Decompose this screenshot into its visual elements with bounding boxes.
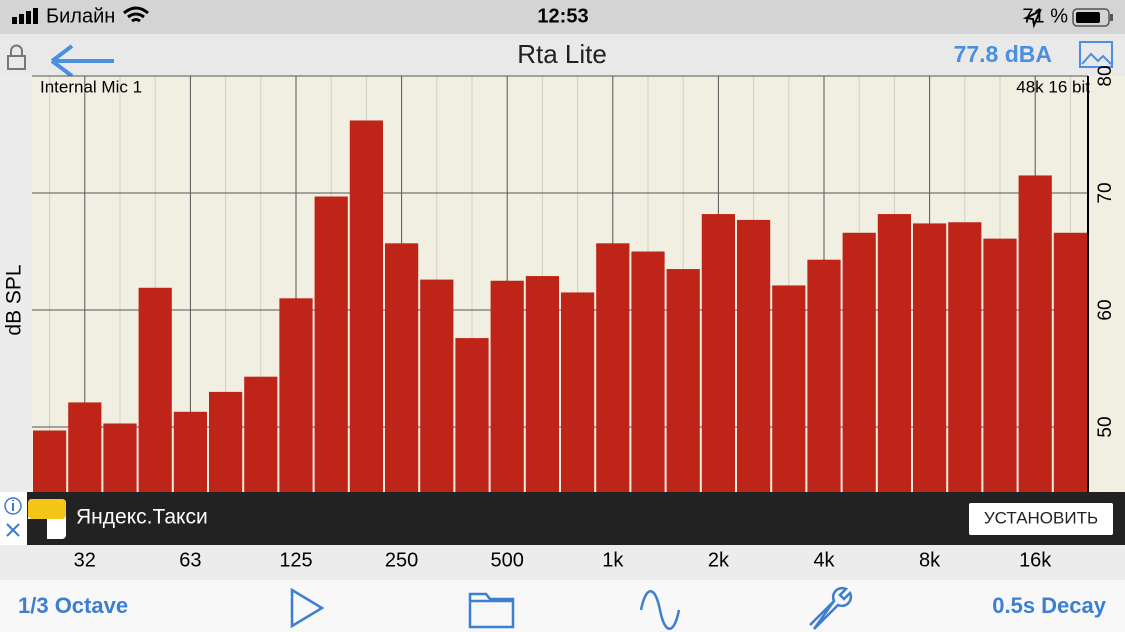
x-tick-label: 4k [813, 549, 835, 571]
nav-bar [0, 34, 1125, 76]
battery-level: 71 % [1022, 5, 1068, 27]
ad-button[interactable] [969, 503, 1113, 535]
bar [1018, 175, 1052, 544]
x-tick-label: 16k [1019, 549, 1052, 571]
toolbar [0, 580, 1125, 632]
y-tick-label: 80 [1095, 65, 1116, 86]
y-tick-label: 60 [1095, 299, 1116, 320]
x-tick-label: 32 [74, 549, 96, 571]
bar [737, 219, 771, 544]
lock-button[interactable] [7, 44, 26, 70]
ad-button-label[interactable]: УСТАНОВИТЬ [984, 508, 1098, 527]
level-readout: 77.8 dBA [954, 41, 1052, 67]
x-tick-label: 500 [491, 549, 524, 571]
wifi-icon [123, 6, 149, 23]
signal-icon [12, 8, 38, 24]
ad-background [0, 492, 1125, 545]
decay-button[interactable]: 0.5s Decay [992, 593, 1107, 618]
x-tick-label: 2k [708, 549, 730, 571]
bar [913, 223, 947, 545]
resolution-button[interactable]: 1/3 Octave [18, 593, 128, 618]
input-label: Internal Mic 1 [40, 77, 142, 96]
image-button[interactable] [1079, 41, 1113, 68]
bar [349, 120, 383, 545]
y-tick-label: 70 [1095, 182, 1116, 203]
ad-info-strip [0, 492, 27, 545]
format-label: 48k 16 bit [1016, 77, 1090, 96]
clock: 12:53 [537, 5, 588, 27]
x-labels: 32 63 125 250 500 1k 2k 4k 8k 16k [74, 549, 1053, 571]
nav-title: Rta Lite [517, 39, 607, 69]
x-tick-label: 250 [385, 549, 418, 571]
ad-close[interactable] [6, 523, 20, 537]
x-tick-label: 1k [602, 549, 624, 571]
ad-app-icon-square [28, 519, 47, 539]
bar [314, 196, 348, 544]
ad-title: Яндекс.Такси [76, 506, 208, 529]
settings-button[interactable] [809, 586, 853, 630]
play-button[interactable] [290, 587, 325, 629]
x-tick-label: 63 [179, 549, 201, 571]
bar [948, 222, 982, 544]
y-axis-label: dB SPL [3, 264, 26, 335]
location-icon [1022, 8, 1042, 29]
x-tick-label: 125 [279, 549, 312, 571]
bar [877, 214, 911, 544]
ad-info-icon[interactable] [4, 497, 22, 515]
status-bar [0, 0, 1125, 34]
back-button[interactable] [50, 44, 114, 78]
folder-button[interactable] [468, 592, 515, 629]
x-tick-label: 8k [919, 549, 941, 571]
bar [701, 214, 735, 544]
ad-app-icon-top [28, 499, 66, 519]
signal-button[interactable] [639, 590, 681, 630]
y-label-strip [0, 76, 32, 545]
y-tick-label: 50 [1095, 416, 1116, 437]
x-label-row [0, 545, 1125, 580]
ad-banner[interactable]: Яндекс.Такси УСТАНОВИТЬ [0, 492, 1125, 545]
battery-icon [1072, 8, 1113, 27]
carrier: Билайн [46, 5, 115, 27]
